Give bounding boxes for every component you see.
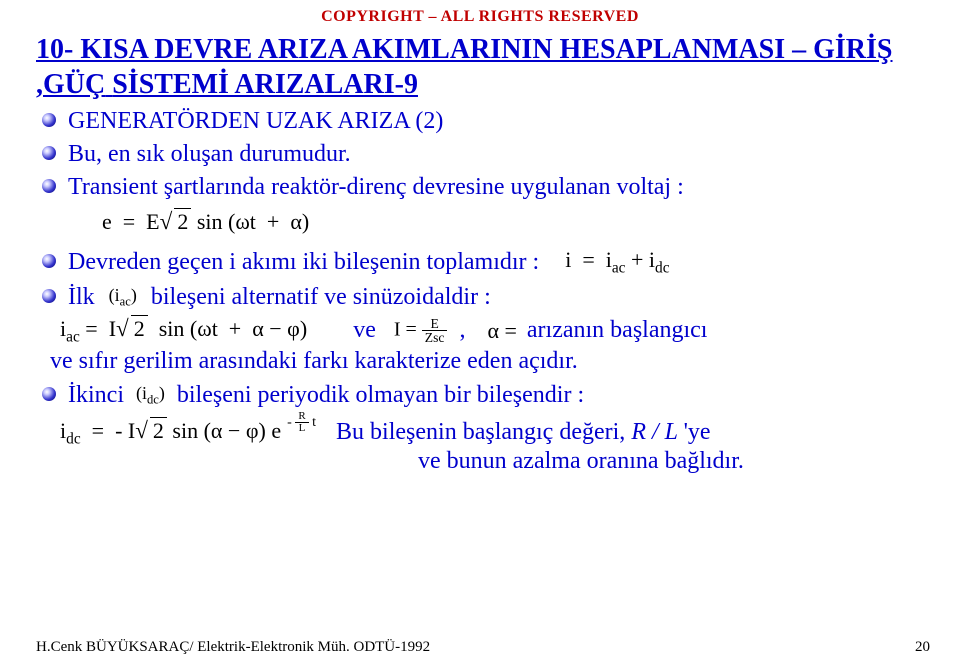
page-footer: H.Cenk BÜYÜKSARAÇ/ Elektrik-Elektronik M… bbox=[36, 639, 930, 656]
bullet-5: İlk (iac) bileşeni alternatif ve sinüzoi… bbox=[42, 282, 924, 378]
copyright-header: COPYRIGHT – ALL RIGHTS RESERVED bbox=[36, 8, 924, 26]
bullet-8b: R / L bbox=[631, 419, 683, 445]
bullet-2-text: Bu, en sık oluşan durumudur. bbox=[68, 141, 351, 167]
formula-idc: idc = - I2 sin (α − φ) e bbox=[60, 417, 281, 448]
bullet-7b-text: bileşeni periyodik olmayan bir bileşendi… bbox=[177, 380, 584, 411]
bullet-list: GENERATÖRDEN UZAK ARIZA (2) Bu, en sık o… bbox=[42, 106, 924, 477]
formula-iac-par: (iac) bbox=[109, 285, 137, 310]
formula-iac: iac = I2 sin (ωt + α − φ) bbox=[60, 315, 307, 346]
bullet-6-line2: ve sıfır gerilim arasındaki farkı karakt… bbox=[50, 348, 578, 374]
bullet-3-text: Transient şartlarında reaktör-direnç dev… bbox=[68, 174, 684, 200]
page-title: 10- KISA DEVRE ARIZA AKIMLARININ HESAPLA… bbox=[36, 32, 924, 102]
bullet-8a: Bu bileşenin başlangıç değeri, bbox=[336, 419, 631, 445]
formula-I: I = EZsc bbox=[394, 317, 448, 345]
bullet-4: Devreden geçen i akımı iki bileşenin top… bbox=[42, 247, 924, 278]
footer-page-number: 20 bbox=[915, 639, 930, 656]
bullet-7a-text: İkinci bbox=[68, 380, 124, 411]
bullet-2: Bu, en sık oluşan durumudur. bbox=[42, 139, 924, 170]
formula-idc-exp: - RL t bbox=[287, 406, 316, 434]
bullet-7: İkinci (idc) bileşeni periyodik olmayan … bbox=[42, 380, 924, 478]
bullet-5a-text: İlk bbox=[68, 282, 95, 313]
formula-i-sum: i = iac + idc bbox=[565, 247, 669, 277]
bullet-1-text: GENERATÖRDEN UZAK ARIZA (2) bbox=[68, 108, 443, 134]
bullet-8c: 'ye bbox=[684, 419, 711, 445]
bullet-5b-text: bileşeni alternatif ve sinüzoidaldir : bbox=[151, 282, 491, 313]
page-root: COPYRIGHT – ALL RIGHTS RESERVED 10- KISA… bbox=[0, 0, 960, 664]
formula-idc-par: (idc) bbox=[136, 383, 165, 408]
bullet-4-text: Devreden geçen i akımı iki bileşenin top… bbox=[68, 247, 539, 278]
bullet-8-line2: ve bunun azalma oranına bağlıdır. bbox=[418, 448, 744, 474]
bullet-1: GENERATÖRDEN UZAK ARIZA (2) bbox=[42, 106, 924, 137]
text-arizanin: arızanın başlangıcı bbox=[527, 317, 708, 344]
title-line-2: SİSTEMİ ARIZALARI-9 bbox=[112, 69, 418, 100]
text-comma: , bbox=[459, 317, 465, 344]
formula-alpha: α = bbox=[487, 318, 516, 344]
text-ve: ve bbox=[353, 317, 376, 344]
footer-left: H.Cenk BÜYÜKSARAÇ/ Elektrik-Elektronik M… bbox=[36, 639, 430, 656]
bullet-3: Transient şartlarında reaktör-direnç dev… bbox=[42, 172, 924, 234]
formula-e: e = E2 sin (ωt + α) bbox=[102, 208, 924, 235]
